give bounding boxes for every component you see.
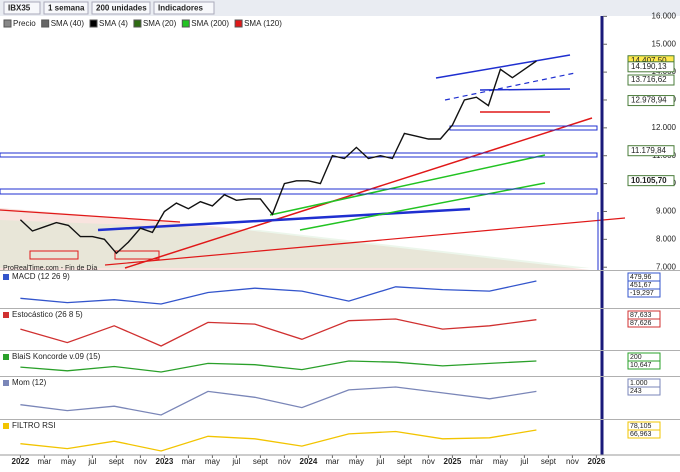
toolbar-button[interactable] <box>91 1 151 15</box>
indicator-line <box>20 318 537 347</box>
panel-icon <box>3 380 9 386</box>
x-tick-label: 2025 <box>444 457 462 466</box>
price-tag-label: 14.407,50 <box>631 56 667 65</box>
x-tick-label: jul <box>87 457 96 466</box>
indicator-tag-label: 78,105 <box>630 423 652 430</box>
price-tag-label: 14.190,13 <box>631 62 667 71</box>
panel-separators <box>0 270 680 420</box>
panel-icon <box>3 312 9 318</box>
indicator-tag-label: 10,647 <box>630 362 652 369</box>
x-tick-label: 2022 <box>12 457 30 466</box>
panel-title: MACD (12 26 9) <box>12 272 70 281</box>
x-tick-label: may <box>61 457 76 466</box>
indicator-tag <box>627 288 661 298</box>
indicator-line <box>20 386 537 416</box>
x-tick-label: may <box>205 457 220 466</box>
indicator-line <box>20 280 537 305</box>
x-tick-label: nov <box>278 457 291 466</box>
legend-label: SMA (4) <box>99 19 128 28</box>
x-tick-label: 2023 <box>156 457 174 466</box>
legend-swatch <box>89 19 98 28</box>
indicator-tag <box>627 318 661 328</box>
x-tick-label: jul <box>519 457 528 466</box>
toolbar-label[interactable]: 1 semana <box>48 4 85 13</box>
x-tick-label: sept <box>397 457 413 466</box>
x-tick-label: 2024 <box>300 457 318 466</box>
y-tick-label: 15.000 <box>652 39 677 48</box>
legend-swatch <box>133 19 142 28</box>
panel-title: FILTRO RSI <box>12 421 55 430</box>
x-tick-label: mar <box>470 457 484 466</box>
price-tag <box>627 145 675 157</box>
indicator-tag-label: 1.000 <box>630 380 648 387</box>
price-tag <box>627 74 675 86</box>
indicator-tag-label: 87,626 <box>630 320 652 327</box>
legend-swatch <box>41 19 50 28</box>
toolbar-label[interactable]: Indicadores <box>158 4 203 13</box>
y-tick-label: 12.000 <box>652 123 677 132</box>
x-tick-label: jul <box>231 457 240 466</box>
price-tag <box>627 175 675 187</box>
watermark: ProRealTime.com - Fin de Día <box>3 265 97 272</box>
toolbar-label[interactable]: IBX35 <box>8 4 31 13</box>
x-tick-label: mar <box>38 457 52 466</box>
legend-swatch <box>181 19 190 28</box>
price-tag-label: 12.978,94 <box>631 96 667 105</box>
x-tick-label: sept <box>109 457 125 466</box>
y-tick-label: 9.000 <box>656 207 677 216</box>
indicator-tag-label: 479,96 <box>630 274 652 281</box>
indicator-tag <box>627 429 661 439</box>
indicator-tag-label: 66,963 <box>630 431 652 438</box>
indicator-tag <box>627 360 661 370</box>
indicator-tag <box>627 386 661 396</box>
panel-icon <box>3 354 9 360</box>
x-tick-label: jul <box>375 457 384 466</box>
x-tick-label: nov <box>422 457 435 466</box>
indicator-line <box>20 429 537 452</box>
indicator-tag-label: 243 <box>630 388 642 395</box>
indicator-tag-label: 200 <box>630 354 642 361</box>
legend-label: SMA (120) <box>244 19 282 28</box>
price-tag <box>627 95 675 107</box>
panel-title: BlaiS Koncorde v.09 (15) <box>12 352 101 361</box>
legend-label: SMA (20) <box>143 19 177 28</box>
toolbar-label[interactable]: 200 unidades <box>96 4 147 13</box>
legend-label: SMA (200) <box>191 19 229 28</box>
y-tick-label: 16.000 <box>652 11 677 20</box>
price-tag-label: 13.716,62 <box>631 75 667 84</box>
x-tick-label: may <box>349 457 364 466</box>
legend-swatch <box>3 19 12 28</box>
indicator-tag-label: 451,67 <box>630 282 652 289</box>
x-tick-label: nov <box>566 457 579 466</box>
legend-label: SMA (40) <box>51 19 85 28</box>
price-tag <box>627 61 675 73</box>
price-tag-label: 10.105,70 <box>631 176 667 185</box>
toolbar-button[interactable] <box>3 1 41 15</box>
toolbar-button[interactable] <box>43 1 89 15</box>
x-tick-label: 2026 <box>588 457 606 466</box>
indicator-tag-label: -19,297 <box>630 290 654 297</box>
panel-icon <box>3 423 9 429</box>
indicator-tag-label: 87,633 <box>630 312 652 319</box>
y-tick-label: 8.000 <box>656 234 677 243</box>
panel-title: Mom (12) <box>12 378 47 387</box>
price-line <box>19 60 537 255</box>
x-tick-label: mar <box>182 457 196 466</box>
x-tick-label: may <box>493 457 508 466</box>
x-tick-label: mar <box>326 457 340 466</box>
legend-label: Precio <box>13 19 36 28</box>
x-tick-label: sept <box>253 457 269 466</box>
panel-title: Estocástico (26 8 5) <box>12 310 83 319</box>
drawings <box>0 16 626 455</box>
indicator-line <box>20 360 537 373</box>
price-tag-label: 11.179,84 <box>631 146 667 155</box>
legend-swatch <box>234 19 243 28</box>
panel-icon <box>3 274 9 280</box>
y-tick-label: 7.000 <box>656 262 677 271</box>
toolbar-button[interactable] <box>153 1 215 15</box>
x-tick-label: sept <box>541 457 557 466</box>
x-tick-label: nov <box>134 457 147 466</box>
